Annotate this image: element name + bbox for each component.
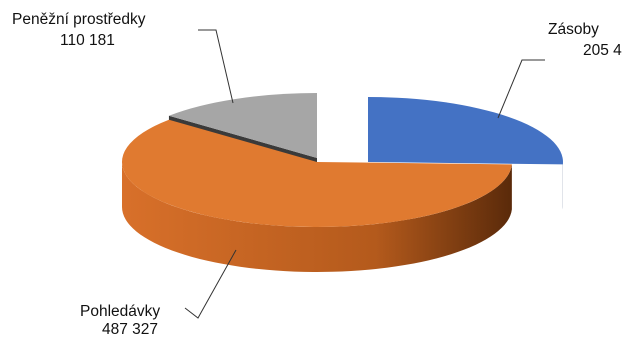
slice-label-pohledavky: Pohledávky bbox=[80, 303, 160, 320]
slice-label-penezni-prostredky: Peněžní prostředky bbox=[12, 11, 146, 28]
pie-slice-pohledavky bbox=[121, 119, 512, 228]
leader-line-zasoby bbox=[497, 59, 545, 119]
slice-value-pohledavky: 487 327 bbox=[102, 321, 158, 338]
pie-slice-penezni-prostredky bbox=[168, 93, 317, 158]
slice-label-zasoby: Zásoby bbox=[548, 21, 599, 38]
leader-line-pohledavky bbox=[184, 249, 237, 319]
pie-slice-zasoby bbox=[368, 97, 564, 165]
pie-slice-side-pohledavky bbox=[122, 162, 512, 272]
slice-value-zasoby: 205 425 bbox=[583, 42, 622, 59]
leader-line-penezni-prostredky bbox=[198, 29, 234, 104]
slice-value-penezni-prostredky: 110 181 bbox=[60, 32, 115, 49]
